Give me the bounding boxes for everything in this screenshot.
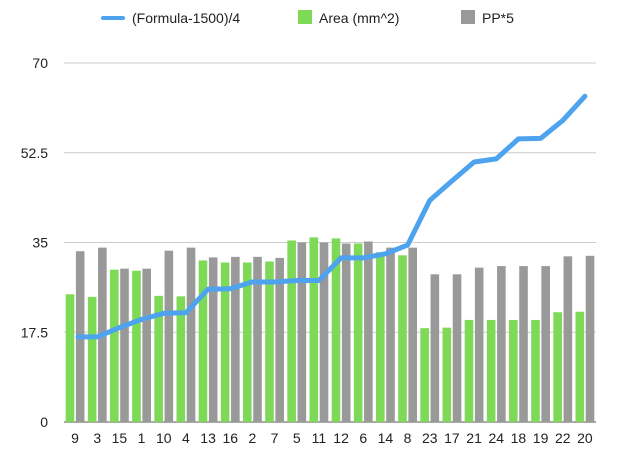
- bar-pp: [208, 257, 218, 422]
- x-tick-label: 18: [511, 430, 527, 446]
- bar-area: [309, 237, 319, 422]
- legend-item-pp: PP*5: [461, 10, 514, 26]
- bars: [65, 237, 595, 422]
- bar-pp: [585, 255, 595, 422]
- x-tick-label: 8: [404, 430, 412, 446]
- bar-pp: [297, 242, 307, 422]
- bar-area: [353, 243, 363, 422]
- line-formula: [75, 93, 588, 340]
- legend-swatch-area: [298, 10, 312, 24]
- x-tick-label: 1: [138, 430, 146, 446]
- bar-pp: [231, 256, 240, 422]
- y-tick-label: 17.5: [21, 324, 48, 340]
- bar-area: [420, 328, 429, 422]
- legend-label-formula: (Formula-1500)/4: [132, 10, 240, 26]
- x-tick-label: 15: [112, 430, 128, 446]
- bar-pp: [341, 243, 351, 422]
- bar-area: [176, 296, 186, 422]
- bar-pp: [541, 266, 550, 422]
- x-tick-label: 9: [71, 430, 79, 446]
- x-tick-label: 20: [577, 430, 593, 446]
- x-tick-label: 5: [293, 430, 301, 446]
- bar-pp: [186, 247, 196, 422]
- bar-pp: [497, 266, 506, 422]
- bar-area: [553, 312, 562, 422]
- legend-swatch-pp: [461, 10, 475, 24]
- bar-area: [575, 311, 585, 422]
- x-tick-label: 11: [312, 430, 327, 446]
- y-tick-label: 35: [32, 235, 48, 251]
- bar-area: [464, 319, 474, 422]
- bar-pp: [430, 274, 440, 422]
- x-tick-label: 17: [444, 430, 460, 446]
- x-tick-label: 12: [333, 430, 349, 446]
- bar-area: [398, 255, 407, 422]
- x-axis-labels: 9 3 15 1 10 4 13 16 2 7 5 11 12 6 14 8 23 17 21 24 18 19 22 20: [71, 430, 593, 446]
- gridlines: [64, 62, 596, 423]
- y-tick-label: 70: [32, 55, 48, 71]
- x-tick-label: 23: [422, 430, 438, 446]
- legend-item-formula: (Formula-1500)/4: [101, 10, 240, 26]
- line-series: [75, 93, 588, 340]
- legend-label-pp: PP*5: [482, 10, 514, 26]
- x-tick-label: 10: [156, 430, 172, 446]
- bar-area: [509, 319, 518, 422]
- bar-pp: [275, 257, 284, 422]
- legend-item-area: Area (mm^2): [298, 10, 399, 26]
- x-tick-label: 19: [533, 430, 549, 446]
- bar-area: [132, 270, 141, 422]
- x-tick-label: 13: [200, 430, 216, 446]
- bar-area: [265, 261, 274, 422]
- x-tick-label: 4: [182, 430, 190, 446]
- bar-area: [287, 240, 296, 422]
- bar-pp: [120, 268, 129, 422]
- bar-pp: [142, 268, 151, 422]
- x-tick-label: 22: [555, 430, 571, 446]
- bar-area: [154, 295, 163, 422]
- bar-area: [87, 296, 97, 422]
- bar-area: [442, 327, 452, 422]
- bar-area: [243, 262, 252, 422]
- y-tick-label: 52.5: [21, 145, 48, 161]
- bar-area: [110, 269, 119, 422]
- legend: (Formula-1500)/4 Area (mm^2) PP*5: [101, 10, 514, 26]
- x-tick-label: 7: [271, 430, 279, 446]
- bar-pp: [253, 256, 262, 422]
- bar-pp: [474, 267, 484, 422]
- y-tick-label: 0: [40, 414, 48, 430]
- legend-label-area: Area (mm^2): [319, 10, 399, 26]
- bar-pp: [452, 274, 462, 422]
- x-tick-label: 24: [488, 430, 504, 446]
- bar-pp: [563, 256, 573, 422]
- bar-pp: [386, 247, 395, 422]
- bar-pp: [364, 241, 373, 422]
- bar-pp: [408, 247, 417, 422]
- bar-area: [220, 262, 230, 422]
- x-tick-label: 6: [359, 430, 367, 446]
- x-tick-label: 2: [249, 430, 257, 446]
- x-tick-label: 14: [378, 430, 394, 446]
- bar-area: [531, 319, 540, 422]
- bar-area: [65, 294, 75, 422]
- bar-pp: [164, 250, 174, 422]
- bar-area: [198, 260, 208, 422]
- bar-area: [376, 252, 385, 422]
- x-tick-label: 3: [93, 430, 101, 446]
- bar-pp: [519, 266, 528, 422]
- bar-area: [331, 238, 341, 422]
- x-tick-label: 16: [222, 430, 238, 446]
- bar-pp: [319, 242, 329, 422]
- bar-area: [486, 319, 496, 422]
- x-tick-label: 21: [466, 430, 482, 446]
- y-axis-labels: 0 17.5 35 52.5 70: [21, 55, 48, 430]
